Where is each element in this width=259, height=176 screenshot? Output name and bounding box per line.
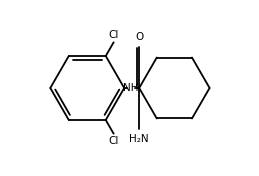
Text: Cl: Cl <box>109 30 119 40</box>
Text: Cl: Cl <box>109 136 119 146</box>
Text: O: O <box>135 32 143 42</box>
Text: NH: NH <box>123 83 138 93</box>
Text: H₂N: H₂N <box>129 134 149 144</box>
